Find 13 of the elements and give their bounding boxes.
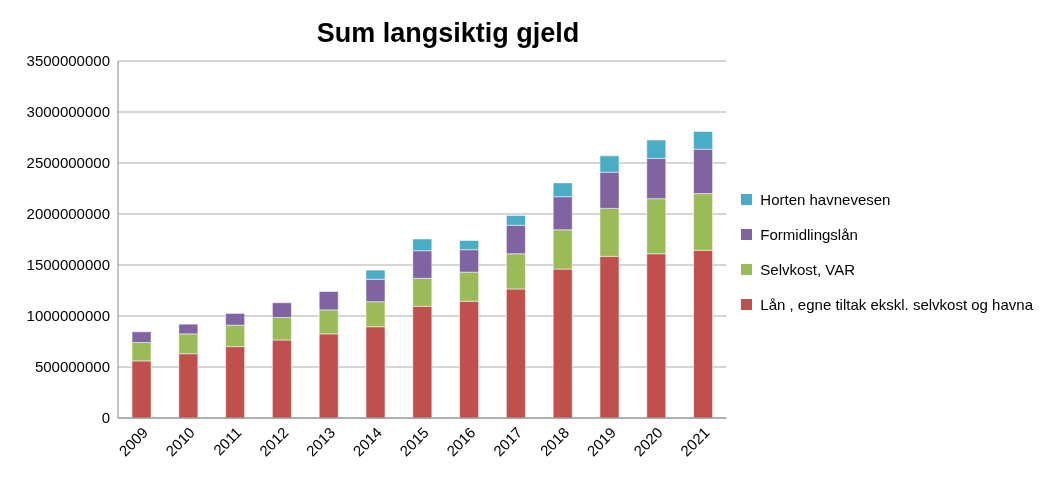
legend-label: Lån , egne tiltak ekskl. selvkost og havna: [760, 296, 1033, 313]
y-tick-label: 2500000000: [26, 154, 110, 172]
y-tick-label: 0: [101, 409, 110, 427]
chart-title: Sum langsiktig gjeld: [315, 18, 581, 49]
legend-label: Formidlingslån: [760, 226, 858, 243]
y-tick-label: 1000000000: [26, 307, 110, 325]
y-tick-label: 3000000000: [26, 103, 110, 121]
legend-label: Selvkost, VAR: [760, 261, 856, 278]
y-tick-label: 1500000000: [26, 256, 110, 274]
y-tick-label: 3500000000: [26, 52, 110, 70]
y-tick-label: 2000000000: [26, 205, 110, 223]
legend-label: Horten havnevesen: [760, 191, 891, 208]
y-tick-label: 500000000: [34, 358, 110, 376]
